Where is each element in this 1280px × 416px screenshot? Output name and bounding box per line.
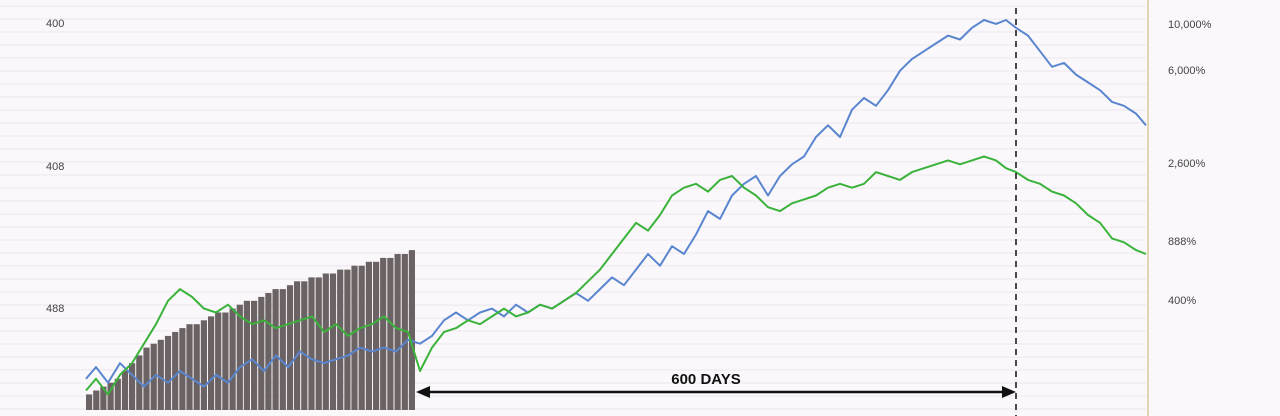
- duration-arrow-head-right: [1002, 386, 1016, 398]
- volume-bar: [265, 293, 272, 410]
- volume-bar: [143, 347, 150, 410]
- volume-bar: [308, 277, 315, 410]
- volume-bar: [208, 316, 215, 410]
- volume-bar: [301, 281, 308, 410]
- right-tick-label: 400%: [1168, 295, 1196, 307]
- volume-bar: [193, 324, 200, 410]
- volume-bar: [258, 296, 265, 410]
- volume-bar: [215, 312, 222, 410]
- right-tick-label: 10,000%: [1168, 19, 1212, 31]
- volume-bar: [186, 324, 193, 410]
- volume-bar: [279, 289, 286, 410]
- volume-bars: [86, 250, 415, 410]
- volume-bar: [100, 386, 107, 410]
- right-tick-label: 888%: [1168, 236, 1196, 248]
- volume-bar: [394, 254, 401, 410]
- volume-bar: [286, 285, 294, 410]
- volume-bar: [86, 394, 93, 410]
- series-line-1: [85, 19, 1147, 388]
- right-axis: 10,000% 6,000% 2,600% 888% 400%: [1168, 19, 1212, 307]
- volume-bar: [236, 304, 243, 410]
- volume-bar: [129, 363, 136, 410]
- series-line-2: [85, 155, 1147, 396]
- volume-bar: [114, 378, 121, 410]
- volume-bar: [121, 371, 129, 410]
- volume-bar: [337, 269, 344, 410]
- left-tick-label: 488: [46, 303, 64, 315]
- volume-bar: [408, 250, 415, 410]
- volume-bar: [315, 277, 322, 410]
- volume-bar: [358, 265, 365, 410]
- volume-bar: [93, 390, 100, 410]
- volume-bar: [387, 257, 394, 410]
- volume-bar: [179, 328, 186, 410]
- volume-bar: [229, 308, 236, 410]
- volume-bar: [294, 281, 301, 410]
- volume-bar: [365, 261, 372, 410]
- left-tick-label: 408: [46, 161, 64, 173]
- volume-bar: [200, 320, 207, 410]
- volume-bar: [222, 312, 229, 410]
- volume-bar: [172, 332, 179, 410]
- grid: [0, 5, 1146, 410]
- volume-bar: [380, 257, 387, 410]
- volume-bar: [272, 289, 279, 410]
- right-tick-label: 2,600%: [1168, 158, 1206, 170]
- volume-bar: [322, 273, 329, 410]
- series-lines: [85, 19, 1147, 396]
- volume-bar: [243, 300, 250, 410]
- volume-bar: [329, 273, 337, 410]
- volume-bar: [344, 269, 351, 410]
- duration-annotation: 600 DAYS: [416, 371, 1016, 398]
- duration-arrow-head-left: [416, 386, 430, 398]
- left-axis: 400 408 488: [46, 18, 64, 315]
- duration-label: 600 DAYS: [671, 371, 741, 388]
- volume-bar: [351, 265, 358, 410]
- volume-bar: [164, 335, 172, 410]
- volume-bar: [373, 261, 380, 410]
- right-tick-label: 6,000%: [1168, 65, 1206, 77]
- volume-bar: [251, 300, 258, 410]
- volume-bar: [107, 382, 114, 410]
- left-tick-label: 400: [46, 18, 64, 30]
- volume-bar: [157, 339, 164, 410]
